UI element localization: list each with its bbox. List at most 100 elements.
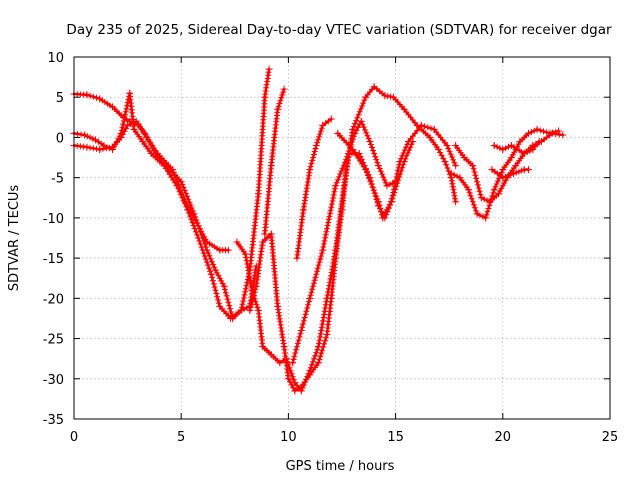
data-point [96, 95, 104, 103]
data-point [151, 150, 159, 158]
x-axis-label: GPS time / hours [286, 459, 395, 474]
data-point [139, 137, 147, 145]
data-point [529, 146, 537, 154]
data-point [291, 379, 299, 387]
data-point [430, 125, 438, 133]
data-point [312, 141, 320, 149]
data-point [323, 331, 331, 339]
data-point [83, 143, 91, 151]
data-point [124, 121, 132, 129]
data-point [252, 282, 260, 290]
series-curve [336, 132, 415, 220]
data-point [327, 294, 335, 302]
data-point [233, 238, 241, 246]
data-point [267, 230, 275, 238]
data-point [261, 230, 269, 238]
data-point [507, 154, 515, 162]
data-point [362, 166, 370, 174]
series-markers [261, 89, 287, 237]
y-tick-label: 5 [56, 91, 64, 106]
data-point [473, 210, 481, 218]
series-curve [291, 124, 457, 364]
data-point [389, 93, 397, 101]
data-point [417, 121, 425, 129]
data-point [525, 129, 533, 137]
data-point [267, 162, 275, 170]
series-arc-13 [490, 137, 543, 158]
data-point [109, 143, 117, 151]
series-arc-9 [334, 129, 417, 222]
y-tick-label: -30 [43, 373, 64, 388]
data-point [293, 254, 301, 262]
data-point [229, 314, 237, 322]
data-point [488, 166, 496, 174]
data-point [546, 129, 554, 137]
y-tick-label: 0 [56, 131, 64, 146]
data-point [374, 162, 382, 170]
y-tick-label: 10 [47, 51, 64, 66]
series-curve [454, 132, 565, 204]
data-point [274, 105, 282, 113]
data-point [280, 343, 288, 351]
series-curve [72, 67, 271, 320]
data-series [70, 65, 567, 395]
data-point [130, 125, 138, 133]
y-tick-label: -25 [43, 333, 64, 348]
y-tick-label: -15 [43, 252, 64, 267]
data-point [306, 166, 314, 174]
data-point [495, 190, 503, 198]
data-point [109, 103, 117, 111]
data-point [351, 129, 359, 137]
data-point [490, 186, 498, 194]
data-point [254, 190, 262, 198]
data-point [559, 131, 567, 139]
series-curve [72, 92, 230, 252]
data-point [349, 146, 357, 154]
data-point [190, 210, 198, 218]
data-point [81, 131, 89, 139]
data-point [254, 306, 262, 314]
data-point [464, 186, 472, 194]
data-point [314, 359, 322, 367]
data-point [297, 383, 305, 391]
y-axis-label: SDTVAR / TECUs [7, 185, 22, 292]
x-tick-label: 15 [387, 430, 404, 445]
data-point [203, 246, 211, 254]
data-point [477, 194, 485, 202]
data-point [96, 146, 104, 154]
data-point [374, 198, 382, 206]
data-point [510, 170, 518, 178]
data-point [366, 137, 374, 145]
x-tick-label: 25 [602, 430, 619, 445]
data-point [512, 162, 520, 170]
data-point [184, 206, 192, 214]
series-curve [450, 128, 560, 220]
data-point [83, 91, 91, 99]
data-point [533, 125, 541, 133]
data-point [452, 198, 460, 206]
data-point [409, 137, 417, 145]
data-point [379, 214, 387, 222]
data-point [349, 125, 357, 133]
data-point [276, 359, 284, 367]
data-point [126, 89, 134, 97]
series-markers [289, 122, 458, 366]
data-point [400, 105, 408, 113]
data-point [441, 158, 449, 166]
x-tick-label: 0 [70, 430, 78, 445]
data-point [216, 246, 224, 254]
chart-title: Day 235 of 2025, Sidereal Day-to-day VTE… [66, 22, 612, 38]
data-point [259, 343, 267, 351]
data-point [456, 174, 464, 182]
data-point [499, 146, 507, 154]
data-point [289, 359, 297, 367]
series-arc-12 [488, 166, 533, 182]
plot-frame [73, 56, 611, 420]
data-point [173, 182, 181, 190]
series-curve [235, 85, 457, 393]
data-point [306, 371, 314, 379]
series-arc-8 [289, 121, 460, 367]
data-point [443, 141, 451, 149]
data-point [357, 117, 365, 125]
